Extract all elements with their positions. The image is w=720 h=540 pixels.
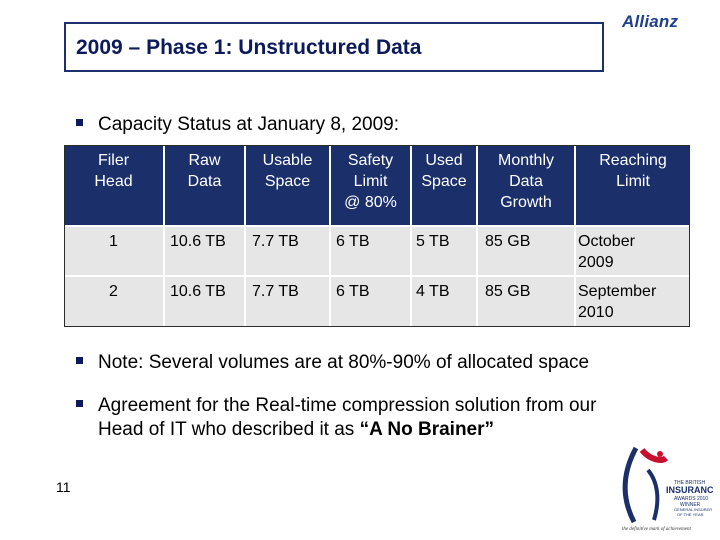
header-line: Limit [353,173,388,190]
award-dot [657,451,663,457]
cell-filer: 2 [109,283,118,300]
header-reaching-limit: Reaching Limit [576,145,690,225]
header-line: Space [264,173,311,190]
award-line3: AWARDS 2010 [674,496,708,502]
cell-safety: 6 TB [336,233,370,250]
header-line: Filer [97,152,130,169]
header-line: Limit [616,173,650,190]
header-line: Space [421,173,467,190]
agreement-line-2: Head of IT who described it as “A No Bra… [98,419,494,441]
cell-usable: 7.7 TB [252,233,299,250]
bullet-icon [76,119,83,126]
page-number: 11 [56,479,71,495]
header-filer-head: Filer Head [64,145,163,225]
header-line: Usable [262,152,313,169]
award-line4: WINNER [680,502,701,508]
cell-reaching-year: 2010 [578,304,614,321]
cell-growth: 85 GB [485,283,531,300]
award-line6: OF THE YEAR [677,512,704,517]
slide-title: 2009 – Phase 1: Unstructured Data [76,36,422,59]
cell-raw: 10.6 TB [170,283,226,300]
intro-text: Capacity Status at January 8, 2009: [98,114,400,135]
cell-reaching-month: September [578,283,657,300]
award-line2: INSURANCE [666,485,714,495]
header-line: Data [509,173,543,190]
capacity-table: Filer Head Raw Data Usable Space Safety … [64,145,690,327]
award-swoosh-blue [622,446,639,524]
award-line1: THE BRITISH [674,480,706,486]
insurance-award-logo: THE BRITISH INSURANCE AWARDS 2010 WINNER… [622,446,714,532]
header-raw-data: Raw Data [165,145,244,225]
bullet-icon [76,357,83,364]
cell-reaching: October 2009 [578,231,635,273]
award-tagline: the definitive mark of achievement [622,527,691,532]
award-line5: GENERAL INSURER [674,507,712,512]
cell-reaching-year: 2009 [578,254,614,271]
cell-reaching: September 2010 [578,281,656,323]
cell-reaching-month: October [578,233,635,250]
note-text: Note: Several volumes are at 80%-90% of … [98,352,590,373]
header-usable-space: Usable Space [246,145,329,225]
header-line: Monthly [497,152,555,169]
header-line: Used [425,152,463,169]
header-line: Data [187,173,222,190]
allianz-logo: Allianz [622,12,679,31]
header-line: Growth [500,194,552,211]
cell-filer: 1 [109,233,118,250]
cell-safety: 6 TB [336,283,370,300]
header-line: Reaching [599,152,667,169]
award-swoosh-dark [646,468,660,521]
cell-used: 4 TB [416,283,450,300]
header-line: @ 80% [344,194,397,211]
table-row: 1 10.6 TB 7.7 TB 6 TB 5 TB 85 GB October… [64,227,690,275]
cell-raw: 10.6 TB [170,233,226,250]
cell-growth: 85 GB [485,233,531,250]
quote-text: “A No Brainer” [359,419,495,440]
header-safety-limit: Safety Limit @ 80% [331,145,410,225]
title-box: 2009 – Phase 1: Unstructured Data [64,22,604,72]
header-line: Safety [347,152,394,169]
bullet-icon [76,400,83,407]
cell-usable: 7.7 TB [252,283,299,300]
cell-used: 5 TB [416,233,450,250]
header-line: Head [94,173,133,190]
award-swoosh-red [639,447,669,463]
header-monthly-growth: Monthly Data Growth [478,145,574,225]
header-line: Raw [188,152,221,169]
agreement-line-1: Agreement for the Real-time compression … [98,395,597,416]
header-used-space: Used Space [412,145,476,225]
table-row: 2 10.6 TB 7.7 TB 6 TB 4 TB 85 GB Septemb… [64,277,690,327]
agreement-line-2-text: Head of IT who described it as [98,419,360,440]
